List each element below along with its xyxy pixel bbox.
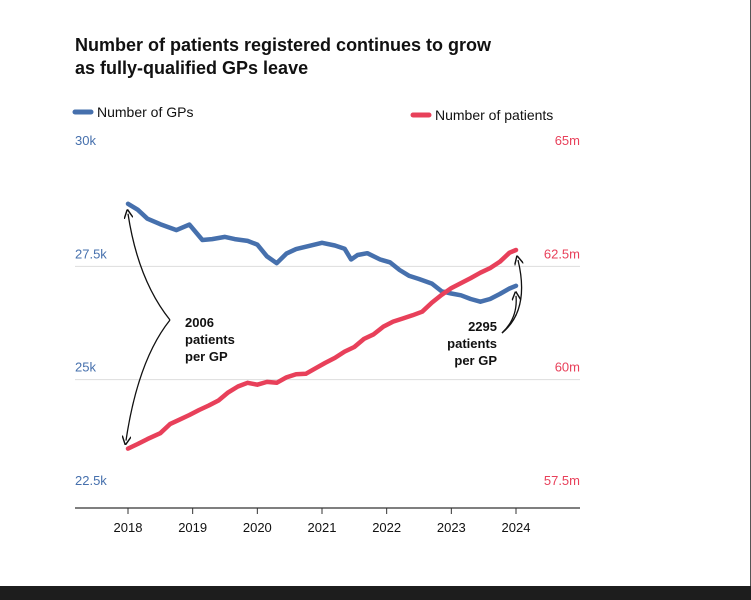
x-tick-label: 2023 xyxy=(437,520,466,535)
left-tick-label: 22.5k xyxy=(75,473,107,488)
chart-title: Number of patients registered continues … xyxy=(75,35,492,78)
left-tick-label: 27.5k xyxy=(75,246,107,261)
left-axis-ticks: 30k 27.5k 25k 22.5k xyxy=(75,133,107,488)
legend-label-gps: Number of GPs xyxy=(97,104,193,120)
annotation-arrow-up xyxy=(128,214,171,321)
x-tick-label: 2018 xyxy=(114,520,143,535)
x-tick-label: 2019 xyxy=(178,520,207,535)
x-tick-label: 2020 xyxy=(243,520,272,535)
left-tick-label: 30k xyxy=(75,133,96,148)
x-tick-label: 2024 xyxy=(502,520,531,535)
x-tick-label: 2022 xyxy=(372,520,401,535)
annotation-text: patients xyxy=(185,332,235,347)
series-lines xyxy=(125,201,519,451)
bottom-bar xyxy=(0,586,751,600)
annotation-arrow-down xyxy=(126,319,171,441)
x-tick-label: 2021 xyxy=(308,520,337,535)
right-tick-label: 62.5m xyxy=(544,246,580,261)
annotation-text: per GP xyxy=(454,353,497,368)
line-chart: Number of GPs Number of patients 30k 27.5… xyxy=(72,104,580,535)
x-axis: 2018 2019 2020 2021 2022 2023 2024 xyxy=(75,507,580,535)
annotation-text: 2006 xyxy=(185,315,214,330)
right-tick-label: 65m xyxy=(555,133,580,148)
annotation-text: 2295 xyxy=(468,319,497,334)
annotations: 2006 patients per GP 2295 patients per GP xyxy=(126,214,522,441)
gps-line xyxy=(125,201,519,304)
right-tick-label: 60m xyxy=(555,360,580,375)
right-axis-ticks: 65m 62.5m 60m 57.5m xyxy=(544,133,580,488)
annotation-arrow-patients xyxy=(501,260,522,334)
legend-label-patients: Number of patients xyxy=(435,107,553,123)
annotation-arrow-gps xyxy=(501,296,516,334)
right-tick-label: 57.5m xyxy=(544,473,580,488)
patients-line xyxy=(125,247,519,451)
left-tick-label: 25k xyxy=(75,360,96,375)
legend: Number of GPs Number of patients xyxy=(72,104,553,123)
annotation-text: per GP xyxy=(185,349,228,364)
annotation-text: patients xyxy=(447,336,497,351)
